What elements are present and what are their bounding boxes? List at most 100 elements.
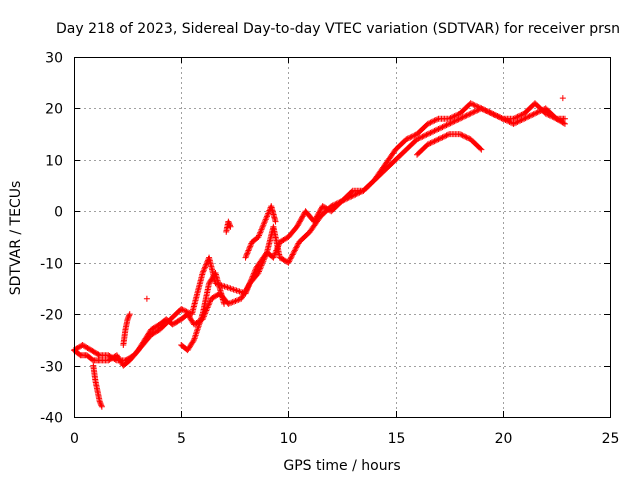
- data-point: [190, 338, 197, 345]
- data-point: [436, 135, 443, 142]
- data-point: [260, 220, 267, 227]
- data-point: [250, 270, 257, 277]
- data-point: [452, 117, 459, 124]
- x-axis-label: GPS time / hours: [283, 458, 400, 474]
- data-point: [246, 244, 253, 251]
- data-point: [456, 115, 463, 122]
- data-point: [245, 247, 252, 254]
- data-point: [440, 123, 447, 130]
- data-point: [255, 268, 262, 275]
- data-point: [351, 192, 358, 199]
- data-point: [451, 118, 458, 125]
- data-point: [423, 131, 430, 138]
- data-point: [546, 112, 553, 119]
- data-point: [403, 136, 410, 143]
- data-point: [534, 109, 541, 116]
- data-point: [427, 129, 434, 136]
- data-point: [408, 133, 415, 140]
- data-point: [545, 111, 552, 118]
- data-point: [125, 313, 132, 320]
- data-point: [466, 111, 473, 118]
- data-point: [464, 111, 471, 118]
- data-point: [225, 218, 232, 225]
- data-point: [434, 126, 441, 133]
- data-point: [257, 229, 264, 236]
- data-point: [244, 286, 251, 293]
- data-point: [329, 202, 336, 209]
- data-point: [263, 250, 270, 257]
- y-tick-label: -30: [40, 360, 63, 376]
- data-point: [262, 216, 269, 223]
- data-point: [478, 146, 485, 153]
- data-point: [194, 326, 201, 333]
- data-point: [125, 315, 132, 321]
- data-point: [243, 251, 250, 258]
- data-point: [544, 111, 551, 118]
- data-point: [244, 248, 251, 255]
- data-point: [270, 254, 277, 261]
- data-point: [340, 197, 347, 204]
- data-markers: [71, 95, 568, 410]
- data-point: [260, 222, 267, 229]
- data-point: [483, 108, 490, 114]
- x-tick-label: 20: [495, 431, 513, 447]
- data-point: [243, 253, 250, 260]
- data-point: [288, 252, 295, 259]
- data-point: [447, 120, 454, 127]
- data-point: [238, 295, 245, 302]
- data-point: [450, 113, 457, 120]
- data-point: [98, 402, 105, 409]
- data-point: [439, 124, 446, 131]
- data-point: [272, 218, 279, 225]
- data-point: [446, 120, 453, 127]
- data-point: [424, 141, 431, 148]
- data-point: [96, 398, 103, 405]
- data-point: [270, 253, 277, 260]
- data-point: [201, 264, 208, 271]
- data-point: [229, 299, 236, 306]
- data-point: [475, 104, 482, 111]
- data-point: [348, 193, 355, 200]
- x-tick-label: 10: [280, 431, 298, 447]
- data-point: [244, 250, 251, 257]
- data-point: [202, 262, 209, 269]
- data-point: [229, 285, 236, 292]
- data-point: [246, 280, 253, 287]
- data-point: [459, 132, 466, 139]
- data-point: [435, 126, 442, 132]
- data-point: [442, 122, 449, 129]
- data-point: [559, 95, 566, 102]
- data-point: [426, 140, 433, 147]
- data-point: [477, 145, 484, 152]
- data-point: [552, 115, 559, 122]
- data-point: [513, 119, 520, 126]
- x-tick-label: 25: [602, 431, 620, 447]
- data-point: [336, 199, 343, 206]
- y-tick-label: 0: [54, 205, 63, 221]
- data-point: [515, 113, 522, 120]
- data-point: [242, 254, 249, 261]
- data-point: [249, 273, 256, 280]
- data-point: [478, 105, 485, 112]
- data-point: [255, 270, 262, 276]
- data-point: [494, 113, 501, 120]
- data-point: [485, 108, 492, 115]
- data-point: [471, 102, 478, 109]
- data-point: [490, 111, 497, 118]
- data-point: [514, 113, 521, 120]
- data-point: [233, 297, 240, 304]
- data-point: [251, 269, 258, 276]
- data-point: [430, 128, 437, 135]
- y-tick-labels: -40 -30 -20 -10 0 10 20 30: [40, 51, 63, 427]
- data-point: [294, 222, 301, 229]
- data-point: [491, 111, 498, 118]
- data-point: [561, 115, 568, 122]
- data-point: [126, 311, 133, 318]
- data-point: [201, 265, 208, 272]
- data-point: [179, 306, 186, 313]
- data-point: [482, 107, 489, 114]
- data-point: [470, 101, 477, 108]
- data-point: [460, 133, 467, 140]
- data-point: [506, 118, 513, 125]
